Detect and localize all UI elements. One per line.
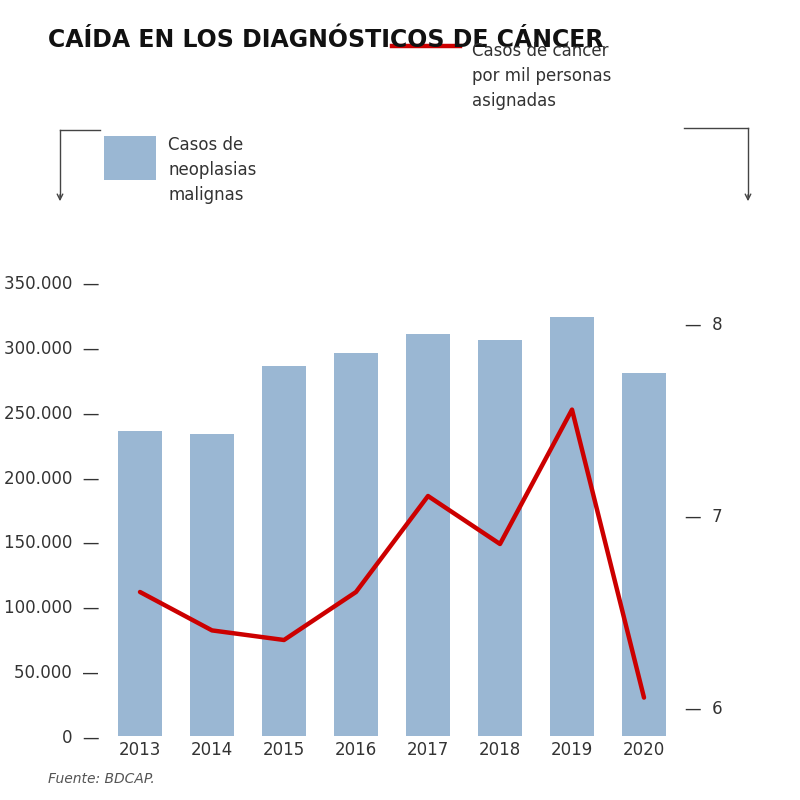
Bar: [622, 373, 666, 736]
Bar: [334, 354, 378, 736]
Bar: [118, 431, 162, 736]
Text: CAÍDA EN LOS DIAGNÓSTICOS DE CÁNCER: CAÍDA EN LOS DIAGNÓSTICOS DE CÁNCER: [48, 28, 603, 52]
Bar: [478, 340, 522, 736]
Bar: [262, 366, 306, 736]
Bar: [406, 334, 450, 736]
Bar: [550, 317, 594, 736]
Text: Casos de cáncer
por mil personas
asignadas: Casos de cáncer por mil personas asignad…: [472, 42, 611, 110]
Bar: [190, 434, 234, 736]
Text: Casos de
neoplasias
malignas: Casos de neoplasias malignas: [168, 136, 256, 204]
Text: Fuente: BDCAP.: Fuente: BDCAP.: [48, 771, 154, 786]
